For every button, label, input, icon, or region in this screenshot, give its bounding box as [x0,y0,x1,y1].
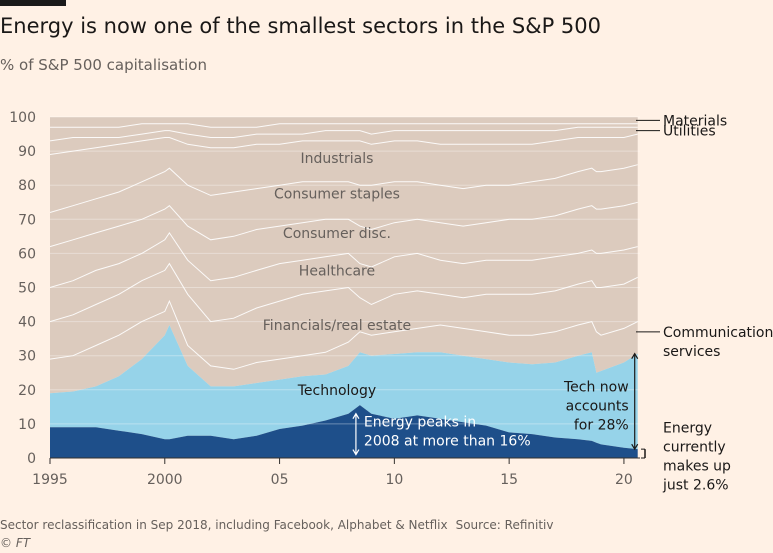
energy-peak-arrow-head-bottom [352,449,360,456]
sector-line-industrials [49,133,638,155]
y-tick-label: 20 [18,383,36,399]
footer-note: Sector reclassification in Sep 2018, inc… [0,518,554,532]
energy-now-label: Energy [663,420,712,436]
energy-peak-arrow-head-top [352,412,360,419]
y-tick-label: 70 [18,212,36,228]
sector-line-utilities [49,126,638,142]
sector-line-financials [49,262,638,323]
tech-now-label: accounts [566,399,629,415]
x-tick-label: 15 [500,472,518,488]
y-tick-label: 60 [18,246,36,262]
tech-now-label: for 28% [574,418,629,434]
y-tick-label: 0 [27,451,36,467]
sector-label: Technology [297,383,376,399]
source-note: Source: Refinitiv [455,518,554,532]
ft-top-bar [0,0,66,6]
sector-label: Financials/real estate [263,318,411,334]
energy-area [50,405,638,458]
x-tick-label: 2000 [147,472,183,488]
x-tick-label: 1995 [32,472,68,488]
y-tick-label: 80 [18,178,36,194]
y-tick-label: 40 [18,315,36,331]
y-tick-label: 90 [18,144,36,160]
area-layers [50,117,638,458]
x-tick-label: 10 [385,472,403,488]
x-tick-label: 20 [615,472,633,488]
technology-area [50,325,638,450]
energy-now-label: currently [663,439,726,455]
right-sector-label: Materials [663,113,727,129]
x-axis: 1995 2000 05 10 15 20 [32,457,640,488]
energy-now-label: just 2.6% [662,477,729,493]
y-tick-label: 100 [9,110,36,126]
right-sector-label: Communication [663,325,773,341]
chart-subtitle: % of S&P 500 capitalisation [0,56,207,74]
sector-labels: Industrials Consumer staples Consumer disc… [263,151,411,399]
tech-now-label: Tech now [563,380,629,396]
copyright: © FT [0,536,31,550]
energy-peak-label: 2008 at more than 16% [364,434,531,450]
sector-line-communication [49,299,638,370]
sector-label: Consumer staples [274,187,400,203]
right-sector-label: services [663,344,720,360]
sector-reclassification-note: Sector reclassification in Sep 2018, inc… [0,518,448,532]
chart-title: Energy is now one of the smallest sector… [0,14,601,38]
y-tick-label: 10 [18,417,36,433]
annotations: Energy peaks in 2008 at more than 16% Tech… [352,352,731,493]
tech-now-arrow-head-top [631,352,639,359]
sector-boundary-lines [49,123,638,370]
sector-line-healthcare [49,232,638,288]
sector-label: Healthcare [299,263,375,279]
right-sector-label: Utilities [663,124,716,140]
sector-label: Industrials [300,151,373,167]
energy-peak-label: Energy peaks in [364,415,476,431]
sector-line-consumer-disc [49,201,638,248]
y-tick-label: 50 [18,281,36,297]
energy-now-label: makes up [663,458,731,474]
other-sectors-area [50,117,638,394]
sector-line-consumer-staples [49,164,638,213]
y-tick-label: 30 [18,349,36,365]
sector-line-materials [50,123,638,128]
sector-label: Consumer disc. [283,226,391,242]
x-tick-label: 05 [271,472,289,488]
tech-now-arrow-head-bottom [631,443,639,451]
